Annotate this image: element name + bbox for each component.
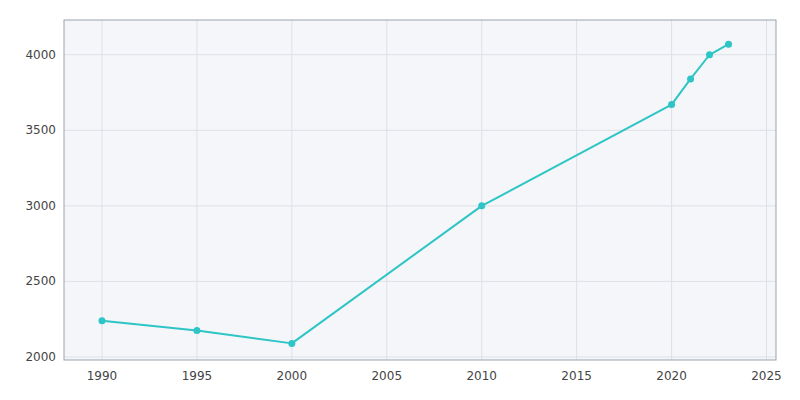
x-grid-line — [766, 20, 767, 360]
y-tick-label: 4000 — [25, 48, 56, 62]
x-tick-label: 2010 — [466, 369, 497, 383]
x-grid-line — [576, 20, 577, 360]
y-tick-label: 3500 — [25, 123, 56, 137]
plot-background — [64, 20, 776, 360]
y-grid-line — [64, 356, 776, 357]
page: {"chart_data": {"type": "line", "x": [19… — [0, 0, 800, 400]
y-grid-line — [64, 54, 776, 55]
x-grid-line — [101, 20, 102, 360]
point — [193, 327, 200, 334]
x-tick-label: 1990 — [87, 369, 118, 383]
y-tick-label: 3000 — [25, 199, 56, 213]
point — [668, 101, 675, 108]
point — [478, 202, 485, 209]
x-tick-label: 2005 — [371, 369, 402, 383]
y-tick-label: 2000 — [25, 350, 56, 364]
x-grid-line — [481, 20, 482, 360]
x-tick-label: 2000 — [277, 369, 308, 383]
plot-frame — [64, 20, 776, 360]
x-tick-label: 1995 — [182, 369, 213, 383]
x-tick-label: 2015 — [561, 369, 592, 383]
point — [98, 317, 105, 324]
x-tick-label: 2025 — [751, 369, 782, 383]
x-grid-line — [671, 20, 672, 360]
y-grid-line — [64, 130, 776, 131]
chart-container: 1990 1995 2000 2005 2010 2015 2020 2025 2000 2500… — [0, 0, 800, 400]
chart-svg: 1990 1995 2000 2005 2010 2015 2020 2025 2000 2500… — [0, 0, 800, 400]
x-tick-label: 2020 — [656, 369, 687, 383]
x-grid-line — [196, 20, 197, 360]
y-grid-line — [64, 281, 776, 282]
data — [98, 41, 732, 347]
point — [725, 41, 732, 48]
point — [706, 51, 713, 58]
y-tick-label: 2500 — [25, 274, 56, 288]
line — [102, 44, 729, 343]
axes: 1990 1995 2000 2005 2010 2015 2020 2025 2000 2500… — [25, 48, 781, 383]
x-grid-line — [386, 20, 387, 360]
y-grid-line — [64, 205, 776, 206]
point — [288, 340, 295, 347]
grid — [64, 20, 776, 360]
point — [687, 75, 694, 82]
x-grid-line — [291, 20, 292, 360]
